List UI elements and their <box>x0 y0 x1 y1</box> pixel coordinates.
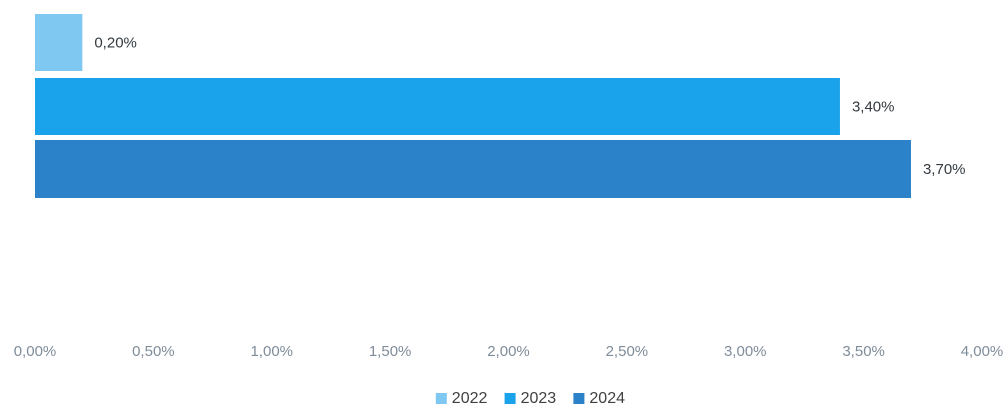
x-axis: 0,00% 0,50% 1,00% 1,50% 2,00% 2,50% 3,00% 3,50%… <box>14 343 1004 360</box>
data-label-2024: 3,70% <box>923 161 966 178</box>
x-tick-label: 4,00% <box>961 343 1004 360</box>
bar-2022 <box>35 14 83 71</box>
legend-swatch-2024 <box>573 393 585 404</box>
legend-label-2022: 2022 <box>452 390 488 407</box>
x-tick-label: 2,00% <box>487 343 530 360</box>
x-tick-label: 3,00% <box>724 343 767 360</box>
bar-2024 <box>35 140 911 198</box>
x-tick-label: 2,50% <box>606 343 649 360</box>
legend-item-2023: 2023 <box>504 390 557 407</box>
x-tick-label: 3,50% <box>842 343 885 360</box>
legend-label-2023: 2023 <box>521 390 557 407</box>
data-label-group: 0,20% 3,40% 3,70% <box>94 35 965 179</box>
x-tick-label: 1,50% <box>369 343 412 360</box>
data-label-2022: 0,20% <box>94 35 137 52</box>
x-tick-label: 1,00% <box>250 343 293 360</box>
legend-item-2022: 2022 <box>435 390 488 407</box>
legend-label-2024: 2024 <box>589 390 625 407</box>
x-tick-label: 0,50% <box>132 343 175 360</box>
legend: 2022 2023 2024 <box>435 390 625 407</box>
bar-2023 <box>35 78 840 135</box>
legend-item-2024: 2024 <box>573 390 625 407</box>
legend-swatch-2023 <box>504 393 516 404</box>
legend-swatch-2022 <box>435 393 447 404</box>
data-label-2023: 3,40% <box>852 99 895 116</box>
x-tick-label: 0,00% <box>14 343 57 360</box>
bar-group <box>35 14 911 198</box>
